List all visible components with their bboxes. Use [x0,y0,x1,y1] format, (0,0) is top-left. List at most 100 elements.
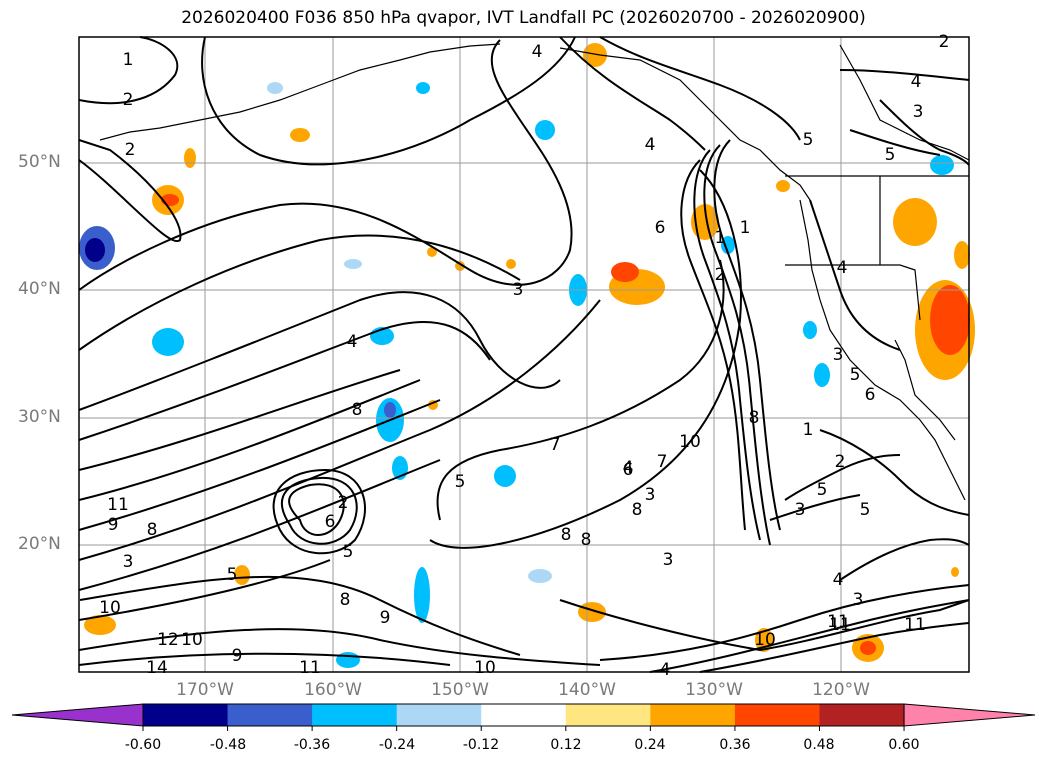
contour-label: 11 [904,615,926,635]
contour-label: 14 [146,658,168,678]
shade-positive [583,43,607,67]
contour-label: 11 [827,612,849,632]
contour-label: 6 [325,512,336,532]
lon-label-170w: 170°W [176,680,234,700]
colorbar-arrow-high [903,703,1036,727]
contour-label: 6 [655,218,666,238]
map-title: 2026020400 F036 850 hPa qvapor, IVT Land… [181,8,866,28]
contour-label: 5 [850,365,861,385]
contour-label: 5 [817,480,828,500]
contour-label: 3 [853,590,864,610]
shade-positive [84,615,116,635]
colorbar-tick: -0.12 [462,737,500,753]
contour-label: 4 [532,42,543,62]
colorbar-segment [734,704,820,726]
shade-positive [506,259,516,269]
colorbar-segment [650,704,736,726]
contour-label: 7 [550,435,561,455]
shade-positive [954,241,970,269]
contour-label: 4 [837,258,848,278]
contour-label: 1 [123,50,134,70]
contour-label: 4 [833,570,844,590]
shade-negative [414,567,430,623]
contour-label: 3 [513,280,524,300]
contour-label: 1 [740,218,751,238]
contour-label: 10 [679,432,701,452]
contour-label: 3 [795,500,806,520]
colorbar-segment [565,704,651,726]
contour-label: 2 [715,265,726,285]
shade-positive [427,247,437,257]
shade-positive [691,204,719,240]
contour-label: 5 [343,542,354,562]
contour-label: 8 [561,525,572,545]
colorbar-frame [142,703,905,727]
contour-label: 9 [380,608,391,628]
ivt-contours [78,36,970,673]
colorbar-tick: 0.60 [888,737,920,753]
colorbar-tick: -0.24 [378,737,416,753]
contour-label: 4 [645,135,656,155]
contour-label: 10 [181,630,203,650]
shade-positive [951,567,959,577]
contour-label: 6 [623,460,634,480]
shade-negative [535,120,555,140]
colorbar-tick: -0.60 [124,737,162,753]
contour-label: 1 [803,420,814,440]
colorbar-tick: 0.24 [634,737,666,753]
contour-label: 8 [340,590,351,610]
lon-label-120w: 120°W [812,680,870,700]
contour-label: 5 [455,472,466,492]
contour-label: 8 [581,530,592,550]
lat-label-20n: 20°N [18,534,61,554]
contour-label: 11 [107,495,129,515]
contour-label: 2 [939,32,950,52]
plot-frame [78,36,970,673]
shade-negative [416,82,430,94]
shade-negative [814,363,830,387]
contour-label: 3 [913,102,924,122]
lon-label-150w: 150°W [431,680,489,700]
contour-label: 4 [623,458,634,478]
contour-label: 9 [108,515,119,535]
colorbar-tick: 0.12 [550,737,582,753]
contour-label: 12 [157,630,179,650]
contour-label: 4 [911,72,922,92]
contour-label: 9 [232,646,243,666]
lat-label-50n: 50°N [18,152,61,172]
contour-label: 2 [125,140,136,160]
lon-label-130w: 130°W [685,680,743,700]
contour-label: 11 [299,658,321,678]
coastlines [99,43,970,501]
colorbar-tick: 0.36 [719,737,751,753]
colorbar-segment [227,704,313,726]
lat-label-30n: 30°N [18,407,61,427]
colorbar-segment [819,704,905,726]
contour-label: 4 [347,332,358,352]
shade-positive [234,565,250,585]
shade-negative [152,328,184,356]
colorbar-segment [481,704,567,726]
lat-label-40n: 40°N [18,279,61,299]
contour-label: 3 [123,552,134,572]
shade-positive [611,262,639,282]
contour-label: 8 [147,520,158,540]
contour-label: 8 [749,408,760,428]
qvapor-shading [79,43,975,668]
contour-label: 5 [803,130,814,150]
shade-negative [494,465,516,487]
contour-label: 7 [657,452,668,472]
contour-label: 8 [632,500,643,520]
contour-label: 6 [865,385,876,405]
graticule [79,37,969,672]
lon-label-140w: 140°W [558,680,616,700]
shade-negative [336,652,360,668]
shade-negative [267,82,283,94]
shade-positive [776,180,790,192]
contour-label: 3 [645,485,656,505]
shade-negative [721,236,735,254]
contour-label: 2 [338,493,349,513]
colorbar-tick: -0.36 [293,737,331,753]
contour-label: 8 [352,400,363,420]
